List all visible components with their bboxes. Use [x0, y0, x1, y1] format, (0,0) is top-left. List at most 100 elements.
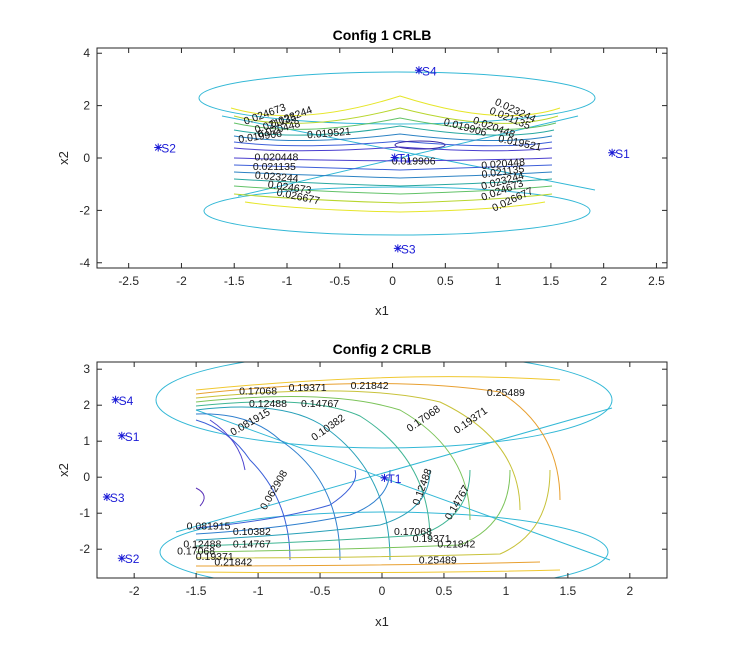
asterisk-marker: [117, 554, 126, 563]
x-tick-label: -1: [282, 274, 293, 288]
y-tick-label: 2: [83, 99, 90, 113]
x-tick-label: -1.5: [224, 274, 245, 288]
x-tick-label: 2.5: [648, 274, 665, 288]
y-tick-label: 0: [83, 151, 90, 165]
x-tick-label: -1.5: [186, 584, 207, 598]
point-label: S3: [110, 491, 125, 505]
sensor-points: S1 S2 S3 S4 T1: [102, 394, 402, 566]
contour-label: 0.021135: [253, 161, 296, 173]
contour-label: 0.10382: [233, 526, 271, 538]
contour-label: 0.021135: [481, 163, 525, 181]
asterisk-marker: [393, 244, 402, 253]
contour-label: 0.019906: [392, 156, 436, 168]
x-tick-label: 0: [389, 274, 396, 288]
contour-label: 0.19371: [413, 533, 451, 545]
sensor-points: S1 S2 S3 S4 T1: [154, 64, 630, 256]
contour-label: 0.19371: [196, 551, 234, 563]
y-axis-label: x2: [56, 151, 71, 165]
point-s1: S1: [608, 147, 630, 161]
x-tick-label: 0.5: [437, 274, 454, 288]
plot-area: [97, 362, 667, 578]
contour-label: 0.25489: [487, 387, 525, 399]
asterisk-marker: [117, 431, 126, 440]
axis-ticks: -2.5 -2 -1.5 -1 -0.5 0 0.5 1 1.5 2 2.5 -4 -2 0 2 4: [79, 46, 667, 288]
asterisk-marker: [102, 493, 111, 501]
x-tick-label: 2: [626, 584, 633, 598]
subplot-2: Config 2 CRLB: [56, 341, 668, 629]
contour-label: 0.081915: [187, 520, 231, 532]
contour-label: 0.17068: [239, 385, 277, 397]
point-s3: S3: [102, 491, 125, 505]
asterisk-marker: [111, 395, 120, 404]
contour-label: 0.12488: [249, 398, 287, 410]
contour-label: 0.17068: [177, 546, 215, 558]
point-s4: S4: [414, 64, 437, 78]
chart-title: Config 1 CRLB: [333, 27, 432, 43]
x-tick-label: 1.5: [560, 584, 577, 598]
x-tick-label: 0: [379, 584, 386, 598]
x-tick-label: -2: [129, 584, 140, 598]
point-label: S1: [125, 430, 140, 444]
point-label: S2: [161, 142, 176, 156]
contour-label: 0.21842: [351, 380, 389, 392]
y-axis-label: x2: [56, 463, 71, 477]
x-tick-label: 1: [495, 274, 502, 288]
x-tick-label: -2: [176, 274, 187, 288]
y-tick-label: 3: [83, 362, 90, 376]
contour-label: 0.21842: [437, 538, 475, 550]
x-tick-label: 0.5: [436, 584, 453, 598]
plot-area: [97, 48, 667, 268]
y-tick-label: -2: [79, 203, 90, 217]
contour-label: 0.25489: [419, 555, 457, 567]
y-tick-label: 0: [83, 470, 90, 484]
x-axis-label: x1: [375, 614, 389, 629]
y-tick-label: -1: [79, 506, 90, 520]
point-s1: S1: [117, 430, 140, 444]
contour-labels: 0.0246730.0232440.0211350.0204480.019906…: [238, 96, 543, 214]
point-t1: T1: [390, 151, 412, 165]
asterisk-marker: [608, 148, 617, 157]
contour-label: 0.020448: [481, 156, 526, 172]
contour-label: 0.14767: [233, 538, 271, 550]
axis-ticks: -2 -1.5 -1 -0.5 0 0.5 1 1.5 2 -2 -1 0 1 2 3: [79, 362, 667, 598]
asterisk-marker: [380, 473, 389, 482]
point-s2: S2: [117, 552, 140, 566]
contour-label: 0.12488: [183, 538, 221, 550]
x-tick-label: 2: [600, 274, 607, 288]
contour-lines: [155, 362, 613, 578]
point-label: S1: [615, 147, 630, 161]
point-label: S4: [119, 394, 134, 408]
asterisk-marker: [154, 143, 163, 152]
chart-title: Config 2 CRLB: [333, 341, 432, 357]
x-tick-label: -0.5: [310, 584, 331, 598]
contour-lines: [198, 71, 596, 236]
subplot-1: Config 1 CRLB -2.5 -2 -1: [56, 27, 668, 318]
contour-label: 0.023244: [254, 169, 299, 185]
point-label: T1: [387, 472, 401, 486]
asterisk-marker: [414, 66, 423, 75]
contour-label: 0.019521: [307, 126, 352, 142]
point-s3: S3: [393, 242, 416, 256]
point-s2: S2: [154, 142, 176, 156]
point-label: S2: [125, 552, 140, 566]
x-tick-label: -0.5: [329, 274, 350, 288]
contour-label: 0.17068: [394, 526, 432, 538]
x-tick-label: -2.5: [118, 274, 139, 288]
x-tick-label: 1.5: [543, 274, 560, 288]
contour-label: 0.14767: [301, 398, 339, 410]
x-tick-label: -1: [253, 584, 264, 598]
y-tick-label: -2: [79, 542, 90, 556]
asterisk-marker: [390, 153, 399, 162]
point-label: S4: [422, 64, 437, 78]
y-tick-label: -4: [79, 256, 90, 270]
point-label: S3: [401, 242, 416, 256]
x-axis-label: x1: [375, 303, 389, 318]
contour-label: 0.21842: [214, 556, 252, 568]
contour-label: 0.19371: [289, 382, 327, 394]
x-tick-label: 1: [503, 584, 510, 598]
y-tick-label: 2: [83, 398, 90, 412]
point-label: T1: [398, 151, 412, 165]
point-s4: S4: [111, 394, 134, 408]
y-tick-label: 1: [83, 434, 90, 448]
